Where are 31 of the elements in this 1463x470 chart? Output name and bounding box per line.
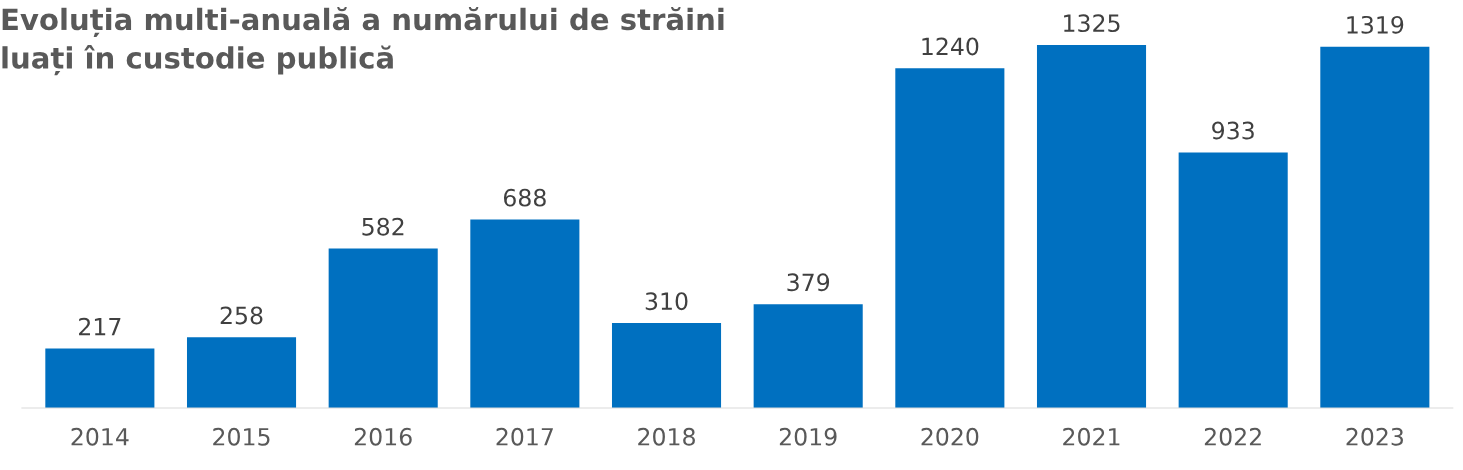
- bar: [1320, 46, 1430, 408]
- bar: [753, 304, 863, 408]
- bar: [1036, 45, 1147, 408]
- x-tick-label: 2020: [921, 427, 979, 446]
- x-tick-label: 2014: [71, 427, 129, 446]
- data-label: 310: [645, 292, 688, 311]
- data-label: 1319: [1347, 15, 1404, 34]
- x-tick-label: 2019: [779, 427, 837, 446]
- x-tick-label: 2015: [213, 427, 270, 446]
- x-tick-label: 2022: [1204, 427, 1261, 446]
- x-tick-label: 2023: [1346, 427, 1403, 446]
- x-tick-label: 2016: [354, 427, 412, 446]
- data-label: 217: [79, 317, 121, 336]
- bar: [1178, 152, 1288, 408]
- data-label: 258: [220, 306, 263, 325]
- data-label: 379: [787, 273, 830, 292]
- bar: [470, 219, 580, 408]
- bar: [611, 323, 722, 408]
- x-tick-label: 2018: [638, 427, 695, 446]
- data-label: 1325: [1064, 14, 1120, 33]
- bar: [328, 248, 438, 408]
- bar: [895, 68, 1005, 408]
- data-label: 933: [1212, 121, 1254, 140]
- data-label: 688: [503, 188, 546, 207]
- data-label: 582: [362, 217, 404, 236]
- bar: [45, 348, 155, 408]
- x-tick-label: 2017: [496, 427, 553, 446]
- chart-title: Evoluția multi-anuală a numărului de străini luați în custodie publică: [2, 7, 724, 76]
- bar: [186, 337, 297, 408]
- data-label: 1240: [922, 37, 979, 56]
- x-tick-label: 2021: [1063, 427, 1120, 446]
